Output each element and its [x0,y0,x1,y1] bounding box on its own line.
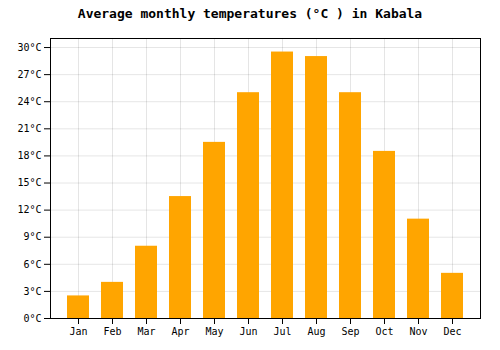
svg-text:21°C: 21°C [17,123,41,134]
svg-text:Apr: Apr [171,326,189,337]
svg-text:Nov: Nov [409,326,427,337]
svg-text:Jun: Jun [239,326,257,337]
svg-text:30°C: 30°C [17,42,41,53]
svg-text:Sep: Sep [341,326,359,337]
svg-text:6°C: 6°C [23,259,41,270]
svg-text:Oct: Oct [375,326,393,337]
svg-text:0°C: 0°C [23,313,41,324]
svg-text:Mar: Mar [137,326,155,337]
svg-text:24°C: 24°C [17,96,41,107]
svg-text:Feb: Feb [103,326,121,337]
svg-text:9°C: 9°C [23,231,41,242]
html-text:Average monthly temperatures (: Average monthly temperatures (°C ) in Ka… [77,6,423,21]
svg-text:Jan: Jan [69,326,87,337]
svg-text:Dec: Dec [443,326,461,337]
svg-text:27°C: 27°C [17,69,41,80]
svg-text:15°C: 15°C [17,177,41,188]
svg-text:3°C: 3°C [23,286,41,297]
svg-text:Aug: Aug [307,326,325,337]
svg-text:18°C: 18°C [17,150,41,161]
svg-text:12°C: 12°C [17,204,41,215]
svg-text:Jul: Jul [273,326,291,337]
svg-text:May: May [205,326,223,337]
